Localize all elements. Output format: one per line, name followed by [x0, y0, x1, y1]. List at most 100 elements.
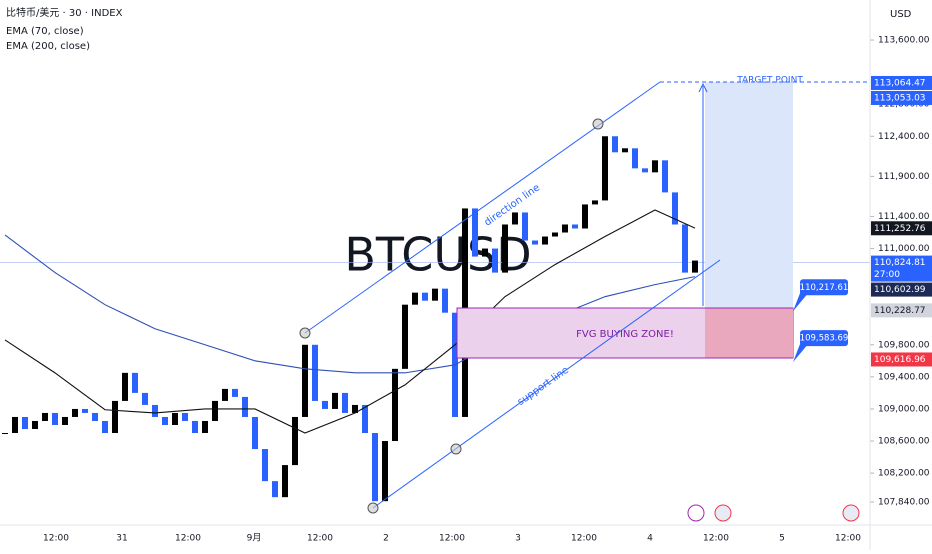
x-tick-label: 12:00 — [439, 534, 465, 544]
price-label-box — [871, 90, 932, 105]
candle — [512, 212, 518, 225]
candle — [332, 392, 338, 409]
candle — [162, 416, 168, 425]
candle — [432, 288, 438, 301]
price-label: 110,602.99 — [874, 285, 926, 295]
ema-line — [4, 209, 696, 434]
candle — [582, 204, 588, 229]
price-label-box — [871, 221, 932, 236]
x-tick-label: 2 — [383, 534, 389, 544]
x-tick-label: 12:00 — [307, 534, 333, 544]
candle — [352, 404, 358, 413]
event-icon[interactable] — [842, 504, 860, 522]
y-tick-label: 109,000.00 — [878, 404, 930, 414]
price-label-box — [871, 75, 932, 90]
zone-label: FVG BUYING ZONE! — [576, 329, 674, 340]
candle — [62, 416, 68, 425]
price-label-box — [871, 303, 932, 318]
candle — [222, 388, 228, 401]
price-label: 110,824.81 — [874, 258, 926, 268]
callout-label: 109,583.69 — [800, 334, 849, 344]
price-label-box — [871, 255, 932, 282]
candle — [242, 396, 248, 417]
candle — [142, 392, 148, 405]
arrow-head — [698, 82, 708, 93]
candle — [672, 192, 678, 225]
indicator: EMA (70, close) — [6, 26, 84, 37]
price-label: 113,064.47 — [874, 78, 926, 88]
candle — [232, 388, 238, 397]
candle — [662, 160, 668, 193]
candle — [422, 292, 428, 301]
event-icon[interactable] — [714, 504, 732, 522]
x-tick-label: 5 — [779, 534, 785, 544]
candle — [632, 148, 638, 169]
y-tick-label: 108,600.00 — [878, 437, 930, 447]
x-tick-label: 12:00 — [43, 534, 69, 544]
callout-label: 110,217.61 — [800, 283, 849, 293]
candle — [502, 224, 508, 273]
candle — [202, 420, 208, 434]
price-label: 109,616.96 — [874, 355, 926, 365]
y-tick-label: 111,000.00 — [878, 244, 930, 254]
callout-pointer — [793, 344, 808, 363]
candle — [112, 400, 118, 434]
candle — [692, 260, 698, 273]
candle — [602, 136, 608, 201]
candle — [132, 372, 138, 393]
candle — [472, 208, 478, 257]
candle — [312, 344, 318, 401]
y-tick-label: 111,900.00 — [878, 172, 930, 182]
callout-box — [800, 330, 848, 347]
support-line — [372, 259, 721, 509]
candle — [72, 408, 78, 417]
candle — [212, 400, 218, 421]
candle — [522, 212, 528, 241]
y-tick-label: 109,400.00 — [878, 372, 930, 382]
price-label-box — [871, 282, 932, 297]
candle — [342, 392, 348, 413]
candle — [682, 224, 688, 273]
candle — [172, 412, 178, 425]
candle — [492, 248, 498, 273]
x-tick-label: 12:00 — [571, 534, 597, 544]
candle — [82, 408, 88, 413]
x-tick-label: 3 — [515, 534, 521, 544]
x-tick-label: 4 — [647, 534, 653, 544]
currency: USD — [890, 9, 912, 20]
ema-line — [4, 234, 696, 374]
y-tick-label: 112,400.00 — [878, 132, 930, 142]
candle — [42, 412, 48, 421]
y-tick-label: 108,200.00 — [878, 469, 930, 479]
candle — [252, 416, 258, 450]
candle — [592, 200, 598, 205]
candle — [652, 160, 658, 173]
x-tick-label: 9月 — [247, 533, 262, 544]
candle — [392, 368, 398, 442]
candle — [402, 304, 408, 369]
countdown: 27:00 — [874, 270, 900, 280]
candle — [192, 420, 198, 434]
x-tick-label: 12:00 — [175, 534, 201, 544]
watermark: BTCUSD — [344, 228, 531, 282]
candle — [642, 168, 648, 173]
x-tick-label: 12:00 — [835, 534, 861, 544]
target-box — [705, 82, 793, 308]
candle — [572, 224, 578, 229]
candle — [22, 416, 28, 429]
callout-box — [800, 279, 848, 296]
candle — [102, 420, 108, 434]
x-tick-label: 12:00 — [703, 534, 729, 544]
y-tick-label: 111,400.00 — [878, 212, 930, 222]
pivots — [299, 118, 604, 514]
event-icon[interactable] — [687, 504, 705, 522]
fvg-zone-right — [705, 308, 793, 358]
chart-title: 比特币/美元 · 30 · INDEX — [6, 6, 123, 19]
candle — [482, 248, 488, 257]
candle — [542, 236, 548, 245]
candle — [552, 232, 558, 237]
candle — [532, 240, 538, 245]
y-tick-label: 107,840.00 — [878, 497, 930, 507]
candle — [282, 465, 288, 498]
candle — [382, 441, 388, 502]
